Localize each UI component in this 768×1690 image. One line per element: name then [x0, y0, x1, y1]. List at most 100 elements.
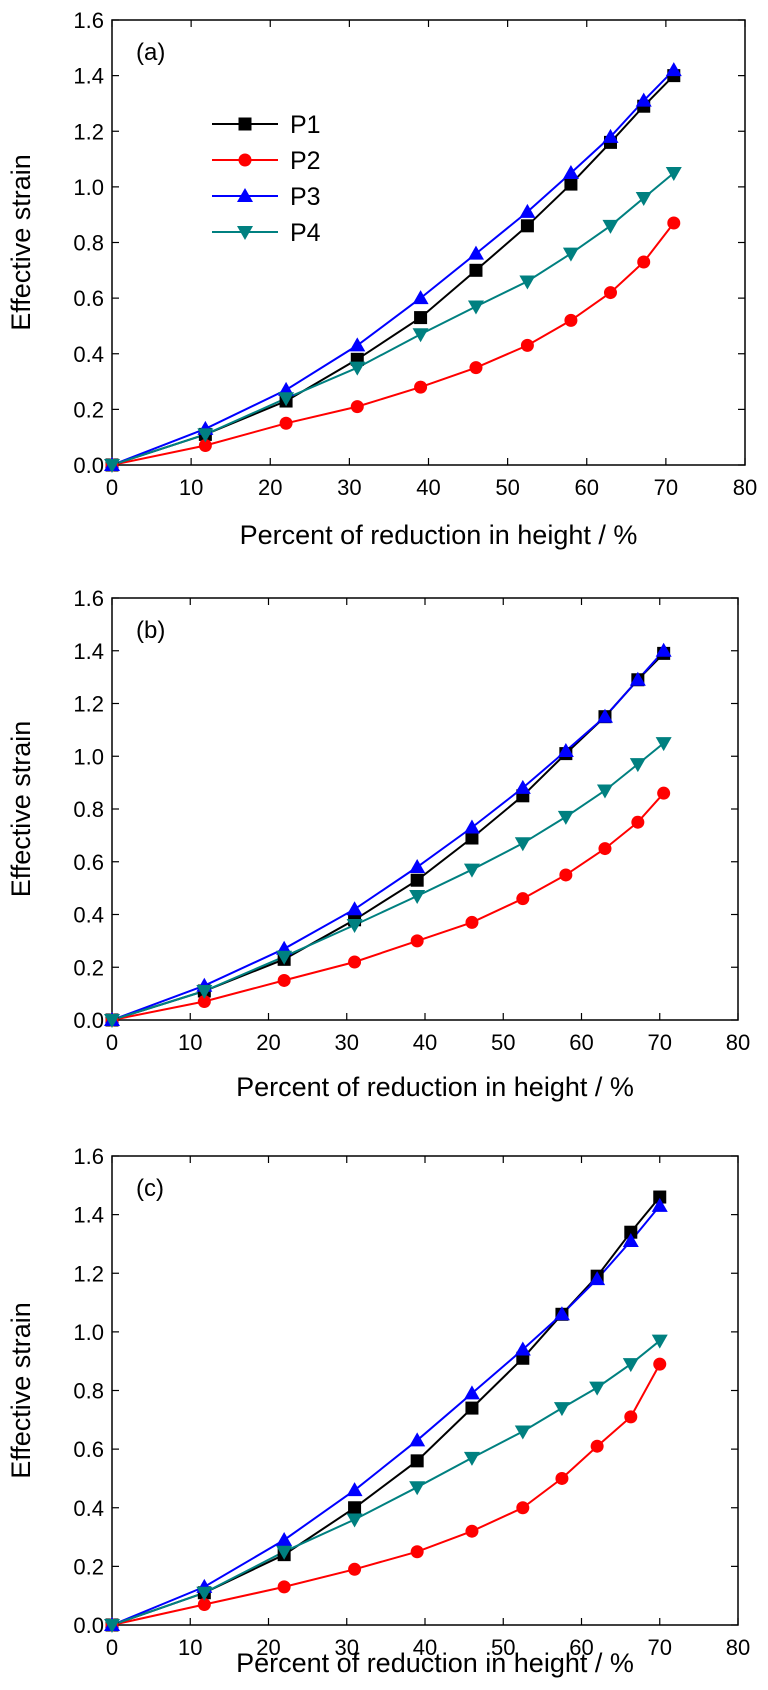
x-axis-label: Percent of reduction in height / %	[240, 520, 638, 550]
data-point-p2	[277, 1580, 291, 1594]
y-tick-label: 1.4	[73, 1203, 104, 1228]
data-point-p4	[196, 984, 213, 999]
y-tick-label: 1.2	[73, 1261, 104, 1286]
x-tick-label: 30	[335, 1635, 359, 1660]
data-point-p2	[598, 842, 612, 856]
x-tick-label: 30	[335, 1030, 359, 1055]
data-point-p4	[514, 1425, 531, 1440]
legend-marker-p3	[237, 188, 253, 202]
data-point-p3	[655, 642, 672, 657]
legend-marker-p4	[237, 226, 253, 240]
series-line-p2	[111, 222, 675, 466]
series-line-p3	[111, 1205, 661, 1626]
data-point-p4	[553, 1402, 570, 1417]
data-point-p1	[410, 1454, 424, 1468]
series-line-p2	[111, 1363, 661, 1626]
data-point-p4	[519, 275, 536, 290]
panel-label: (c)	[136, 1175, 164, 1202]
data-point-p3	[467, 245, 484, 260]
x-axis-label: Percent of reduction in height / %	[236, 1648, 634, 1678]
x-tick-label: 60	[569, 1635, 593, 1660]
x-tick-label: 0	[106, 1030, 118, 1055]
series-line-p4	[111, 742, 665, 1021]
data-point-p2	[197, 1597, 211, 1611]
data-point-p2	[555, 1471, 569, 1485]
series-line-p3	[111, 69, 675, 466]
data-point-p4	[104, 1619, 120, 1633]
data-point-p3	[589, 1271, 606, 1286]
data-point-p4	[196, 1586, 213, 1601]
data-point-p4	[276, 950, 293, 965]
chart-panel-2: 0 10 20 30 40 50 60 70 80 0.0 0.2 0.4 0.6 0.8 1.0 1.2 1.…	[6, 586, 750, 1102]
data-point-p2	[657, 786, 671, 800]
data-point-p1	[624, 1225, 638, 1239]
plot-frame	[111, 19, 746, 466]
y-tick-label: 0.8	[73, 797, 104, 822]
data-point-p1	[414, 311, 428, 325]
data-point-p4	[467, 300, 484, 315]
data-point-p3	[409, 1432, 426, 1447]
data-point-p2	[590, 1439, 604, 1453]
x-tick-label: 0	[106, 475, 118, 500]
data-point-p3	[463, 819, 480, 834]
data-point-p4	[346, 1513, 363, 1528]
data-point-p2	[631, 815, 645, 829]
data-point-p2	[624, 1410, 638, 1424]
data-point-p4	[655, 737, 672, 752]
data-point-p3	[276, 1531, 293, 1546]
x-tick-label: 20	[258, 475, 282, 500]
plot-frame	[111, 597, 739, 1021]
data-point-p2	[637, 255, 651, 269]
y-tick-label: 0.0	[73, 1008, 104, 1033]
series-line-p4	[111, 1339, 661, 1626]
y-tick-label: 0.6	[73, 850, 104, 875]
data-point-p4	[651, 1334, 668, 1349]
series-line-p2	[111, 792, 665, 1021]
data-point-p2	[279, 416, 293, 430]
x-tick-label: 20	[256, 1030, 280, 1055]
y-tick-label: 0.4	[73, 1496, 104, 1521]
data-point-p4	[596, 784, 613, 799]
y-axis-label: Effective strain	[6, 721, 36, 898]
x-tick-label: 80	[733, 475, 757, 500]
data-point-p2	[348, 955, 362, 969]
data-point-p3	[346, 901, 363, 916]
legend-label-p1: P1	[290, 111, 321, 139]
data-point-p3	[463, 1385, 480, 1400]
data-point-p4	[412, 328, 429, 343]
data-point-p4	[104, 459, 120, 473]
y-tick-label: 0.0	[73, 453, 104, 478]
y-tick-label: 1.2	[73, 692, 104, 717]
data-point-p2	[667, 216, 681, 230]
data-point-p4	[197, 428, 214, 443]
data-point-p4	[562, 247, 579, 262]
data-point-p1	[348, 1501, 362, 1515]
y-axis-label: Effective strain	[6, 154, 36, 331]
x-tick-label: 70	[648, 1030, 672, 1055]
data-point-p4	[463, 1451, 480, 1466]
data-point-p4	[557, 810, 574, 825]
data-point-p3	[557, 742, 574, 757]
chart-panel-3: 0 10 20 30 40 50 60 70 80 0.0 0.2 0.4 0.6 0.8 1.0 1.2 1.…	[6, 1144, 750, 1678]
data-point-p2	[350, 400, 364, 414]
y-tick-label: 1.6	[73, 8, 104, 33]
y-axis-label: Effective strain	[6, 1302, 36, 1479]
x-tick-label: 40	[416, 475, 440, 500]
data-point-p2	[277, 973, 291, 987]
panel-label: (b)	[136, 617, 165, 644]
x-tick-label: 10	[178, 1635, 202, 1660]
data-point-p1	[653, 1190, 667, 1204]
data-point-p3	[519, 203, 536, 218]
x-tick-label: 50	[491, 1635, 515, 1660]
legend: P1 P2 P3 P4	[212, 111, 321, 247]
y-tick-label: 0.8	[73, 1379, 104, 1404]
legend-marker-p1	[238, 117, 252, 131]
data-point-p2	[520, 338, 534, 352]
legend-marker-p2	[238, 153, 252, 167]
data-point-p3	[553, 1306, 570, 1321]
data-point-p4	[635, 192, 652, 206]
data-point-p3	[622, 1233, 639, 1248]
y-tick-label: 1.0	[73, 175, 104, 200]
x-tick-label: 10	[178, 1030, 202, 1055]
